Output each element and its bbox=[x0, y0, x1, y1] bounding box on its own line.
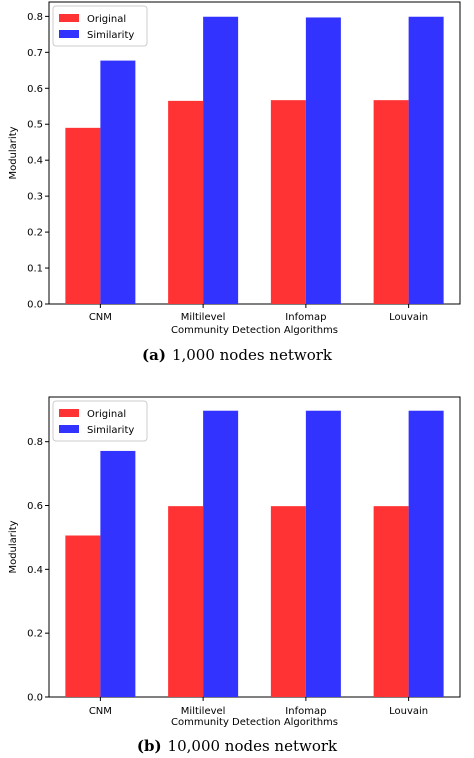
bar-original-miltilevel bbox=[168, 506, 204, 697]
bar-similarity-cnm bbox=[100, 60, 136, 304]
bar-similarity-miltilevel bbox=[203, 16, 239, 304]
legend-label-similarity: Similarity bbox=[87, 425, 134, 436]
bar-similarity-infomap bbox=[305, 410, 341, 697]
bar-similarity-infomap bbox=[305, 17, 341, 304]
bar-similarity-miltilevel bbox=[203, 410, 239, 697]
x-tick-label: Infomap bbox=[285, 312, 326, 323]
legend-swatch-similarity bbox=[59, 30, 79, 38]
chart-panel-1: 0.0 0.2 0.4 0.6 0.8 Modularity CNM Miltilevel In… bbox=[8, 396, 461, 755]
bar-similarity-louvain bbox=[408, 16, 444, 304]
legend: Original Similarity bbox=[52, 400, 148, 442]
bar-similarity-louvain bbox=[408, 410, 444, 697]
y-tick-label: 0.6 bbox=[27, 84, 43, 95]
y-tick-label: 0.6 bbox=[27, 501, 43, 512]
bar-original-infomap bbox=[270, 506, 306, 697]
y-tick-label: 0.2 bbox=[27, 629, 43, 640]
legend-swatch-original bbox=[59, 14, 79, 22]
bar-original-infomap bbox=[270, 100, 306, 305]
y-axis-label: Modularity bbox=[8, 126, 19, 179]
y-axis-label: Modularity bbox=[8, 520, 19, 573]
bar-original-louvain bbox=[373, 506, 409, 697]
chart-panel-0: 0.0 0.1 0.2 0.3 0.4 0.5 0.6 0.7 0.8 Modularity CNM… bbox=[8, 1, 461, 364]
x-tick-label: CNM bbox=[89, 312, 112, 323]
x-axis-label: Community Detection Algorithms bbox=[171, 325, 338, 336]
y-tick-label: 0.0 bbox=[27, 300, 43, 311]
legend-swatch-similarity bbox=[59, 425, 79, 433]
legend-label-original: Original bbox=[87, 409, 126, 420]
legend-swatch-original bbox=[59, 409, 79, 417]
y-tick-label: 0.5 bbox=[27, 120, 43, 131]
x-axis-label: Community Detection Algorithms bbox=[171, 717, 338, 728]
caption-text: 10,000 nodes network bbox=[168, 737, 338, 755]
y-tick-label: 0.7 bbox=[27, 48, 43, 59]
y-tick-label: 0.1 bbox=[27, 264, 43, 275]
legend-label-original: Original bbox=[87, 14, 126, 25]
bar-original-cnm bbox=[65, 127, 101, 304]
y-tick-label: 0.2 bbox=[27, 228, 43, 239]
legend: Original Similarity bbox=[52, 5, 148, 47]
x-tick-label: CNM bbox=[89, 706, 112, 717]
y-tick-label: 0.4 bbox=[27, 565, 43, 576]
caption-text: 1,000 nodes network bbox=[172, 346, 333, 364]
figure-caption: (a) 1,000 nodes network bbox=[142, 346, 333, 364]
caption-label: (a) bbox=[142, 346, 166, 364]
x-tick-label: Miltilevel bbox=[181, 706, 226, 717]
caption-label: (b) bbox=[137, 737, 162, 755]
x-tick-label: Infomap bbox=[285, 706, 326, 717]
y-tick-label: 0.3 bbox=[27, 192, 43, 203]
y-tick-label: 0.8 bbox=[27, 437, 43, 448]
x-tick-label: Louvain bbox=[389, 706, 428, 717]
bar-original-miltilevel bbox=[168, 100, 204, 304]
bar-original-louvain bbox=[373, 100, 409, 305]
x-tick-label: Miltilevel bbox=[181, 312, 226, 323]
bar-original-cnm bbox=[65, 535, 101, 697]
figure-caption: (b) 10,000 nodes network bbox=[137, 737, 338, 755]
y-tick-label: 0.8 bbox=[27, 12, 43, 23]
bar-similarity-cnm bbox=[100, 450, 136, 697]
y-tick-label: 0.4 bbox=[27, 156, 43, 167]
legend-label-similarity: Similarity bbox=[87, 30, 134, 41]
x-tick-label: Louvain bbox=[389, 312, 428, 323]
plot-frame bbox=[48, 396, 461, 698]
y-tick-label: 0.0 bbox=[27, 693, 43, 704]
plot-frame bbox=[48, 1, 461, 305]
